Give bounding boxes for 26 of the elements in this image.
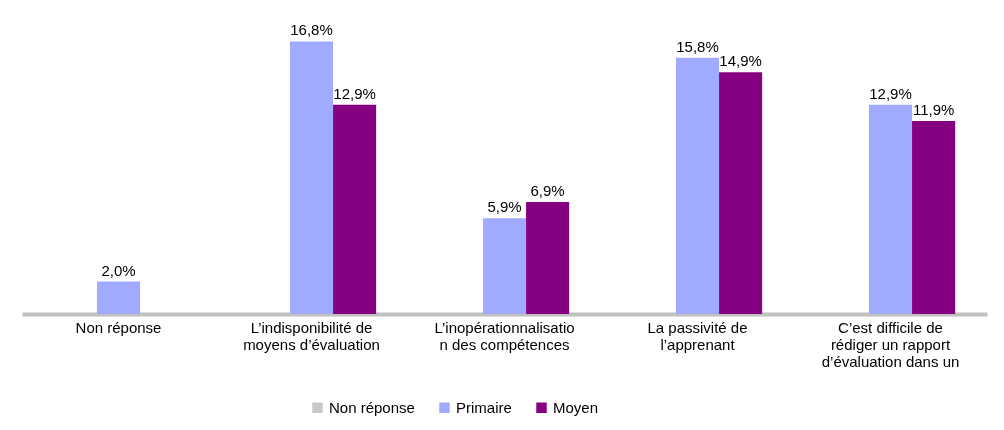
x-tick-label: L’indisponibilité de moyens d’évaluation: [243, 318, 380, 353]
data-label: 16,8%: [290, 21, 333, 39]
data-label: 6,9%: [530, 182, 565, 200]
data-label: 12,9%: [869, 84, 912, 102]
data-label: 12,9%: [333, 84, 376, 102]
bar: [333, 104, 377, 314]
bar: [675, 57, 720, 314]
x-tick-label: La passivité de l’apprenant: [647, 318, 748, 353]
data-label: 11,9%: [912, 100, 955, 118]
x-tick-label: C’est difficile de rédiger un rapport d’évaluation dans un: [821, 318, 960, 370]
bar: [96, 281, 141, 314]
bar: [868, 104, 913, 314]
data-label: 14,9%: [719, 52, 762, 70]
bar: [482, 218, 527, 314]
x-tick-label: Non réponse: [75, 318, 162, 336]
data-label: 5,9%: [487, 198, 522, 216]
data-label: 15,8%: [676, 37, 719, 55]
bar: [289, 41, 334, 314]
bar: [719, 72, 763, 314]
data-label: 2,0%: [101, 261, 136, 279]
legend-label: Primaire: [456, 398, 512, 416]
bar: [912, 120, 956, 314]
x-tick-label: L’inopérationnalisatio n des compétences: [434, 318, 575, 353]
legend-label: Moyen: [553, 398, 599, 416]
legend-label: Non réponse: [329, 398, 415, 416]
bar: [526, 202, 570, 314]
